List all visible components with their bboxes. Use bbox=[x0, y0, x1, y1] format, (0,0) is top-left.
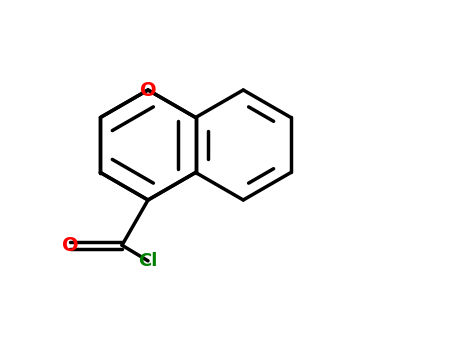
Text: Cl: Cl bbox=[138, 252, 158, 270]
Text: O: O bbox=[62, 236, 78, 255]
Text: O: O bbox=[140, 80, 157, 99]
